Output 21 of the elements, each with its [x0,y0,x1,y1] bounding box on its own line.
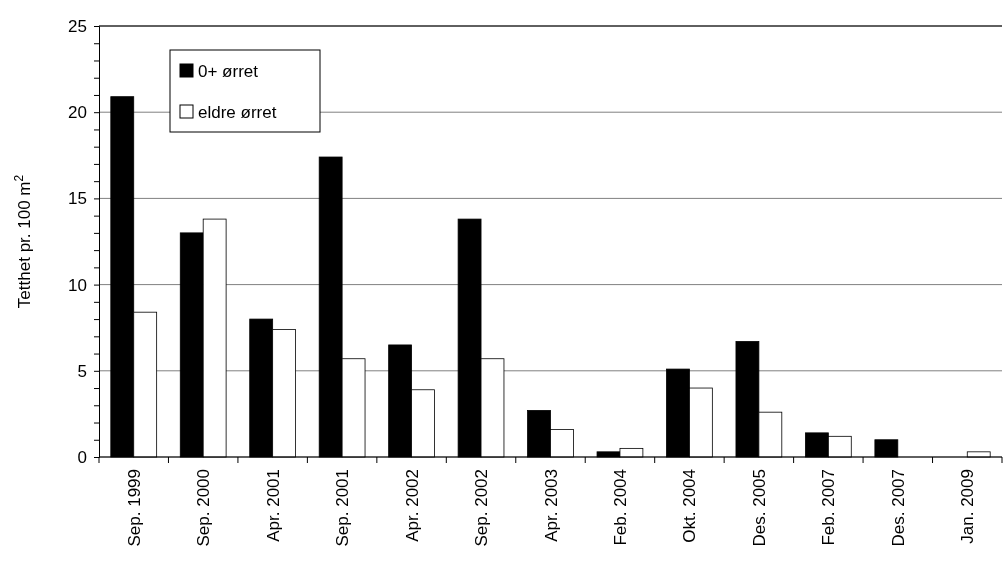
x-tick-label: Feb. 2007 [819,469,839,546]
y-tick-label: 15 [68,189,87,209]
x-tick-label: Apr. 2001 [263,469,283,542]
y-tick-label: 5 [77,361,87,381]
x-tick-label: Des. 2007 [888,469,908,547]
y-tick-label: 20 [68,103,87,123]
x-tick-label: Okt. 2004 [680,469,700,543]
legend-label: 0+ ørret [198,62,259,81]
x-tick-label: Sep. 2002 [472,469,492,547]
x-tick-label: Apr. 2002 [402,469,422,542]
x-tick-label: Feb. 2004 [610,469,630,546]
x-tick-label: Sep. 2000 [194,469,214,547]
x-tick-label: Apr. 2003 [541,469,561,542]
x-tick-label: Des. 2005 [749,469,769,547]
y-tick-label: 10 [68,275,87,295]
legend-label: eldre ørret [198,103,277,122]
x-tick-label: Sep. 2001 [333,469,353,547]
x-tick-label: Jan. 2009 [958,469,978,544]
y-tick-label: 0 [77,447,87,467]
y-tick-label: 25 [68,16,87,36]
x-tick-label: Sep. 1999 [124,469,144,547]
